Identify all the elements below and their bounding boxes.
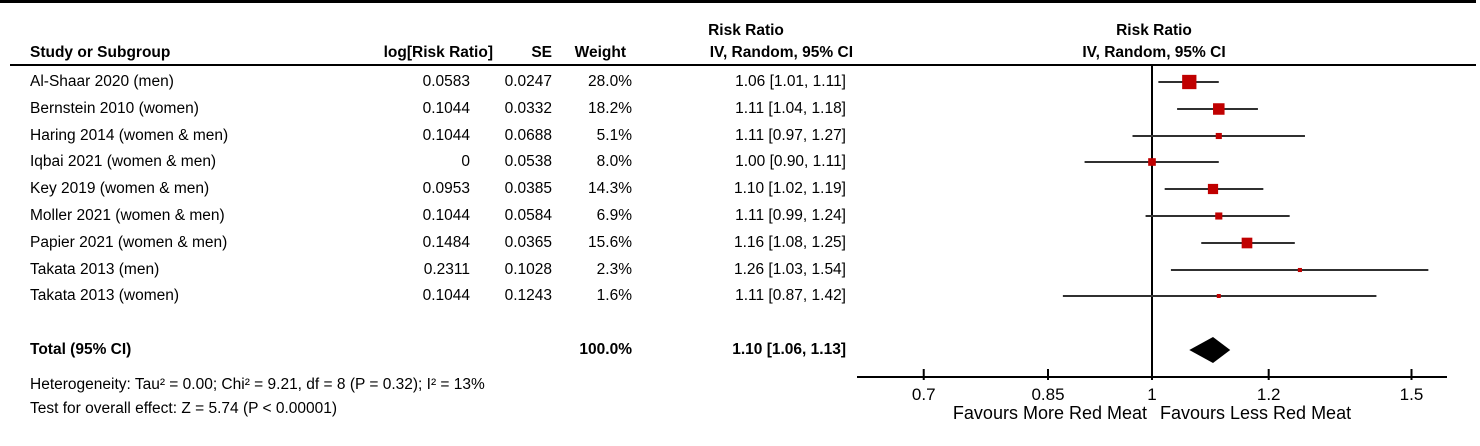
weight-value: 14.3% bbox=[588, 180, 632, 197]
study-name: Bernstein 2010 (women) bbox=[30, 100, 199, 117]
ci-column-subheader: IV, Random, 95% CI bbox=[709, 44, 853, 61]
effect-square bbox=[1215, 212, 1223, 220]
study-row: Moller 2021 (women & men) 0.1044 0.0584 6.9… bbox=[0, 207, 1480, 225]
weight-value: 28.0% bbox=[588, 73, 632, 90]
logrr-column-header: log[Risk Ratio] bbox=[383, 44, 493, 61]
x-axis-tick-label: 0.85 bbox=[1031, 385, 1064, 404]
ci-column-title: Risk Ratio bbox=[708, 22, 784, 39]
weight-value: 5.1% bbox=[596, 127, 632, 144]
effect-square bbox=[1148, 158, 1156, 166]
se-value: 0.0385 bbox=[504, 180, 552, 197]
ci-text: 1.16 [1.08, 1.25] bbox=[733, 234, 846, 251]
study-column-header: Study or Subgroup bbox=[30, 44, 171, 61]
effect-square bbox=[1207, 183, 1219, 195]
figure-top-border bbox=[0, 0, 1476, 3]
effect-square bbox=[1216, 294, 1221, 298]
log-rr-value: 0.1044 bbox=[422, 127, 470, 144]
se-value: 0.1243 bbox=[504, 287, 552, 304]
log-rr-value: 0.0953 bbox=[422, 180, 470, 197]
x-axis-tick-label: 1 bbox=[1147, 385, 1156, 404]
favours-right-label: Favours Less Red Meat bbox=[1160, 403, 1352, 423]
study-row: Takata 2013 (men) 0.2311 0.1028 2.3% 1.26 [1… bbox=[0, 261, 1480, 279]
heterogeneity-note: Heterogeneity: Tau² = 0.00; Chi² = 9.21,… bbox=[30, 376, 485, 393]
ci-text: 1.11 [0.99, 1.24] bbox=[735, 207, 846, 224]
log-rr-value: 0.2311 bbox=[423, 261, 470, 278]
header-row-2: Study or Subgroup log[Risk Ratio] SE Wei… bbox=[0, 44, 1480, 62]
study-name: Moller 2021 (women & men) bbox=[30, 207, 225, 224]
total-ci-text: 1.10 [1.06, 1.13] bbox=[732, 341, 846, 358]
log-rr-value: 0.1044 bbox=[422, 207, 470, 224]
ci-text: 1.00 [0.90, 1.11] bbox=[735, 153, 846, 170]
x-axis-tick-label: 1.5 bbox=[1400, 385, 1424, 404]
weight-value: 1.6% bbox=[596, 287, 632, 304]
study-name: Key 2019 (women & men) bbox=[30, 180, 210, 197]
se-column-header: SE bbox=[531, 44, 552, 61]
study-name: Haring 2014 (women & men) bbox=[30, 127, 229, 144]
x-axis-tick-label: 1.2 bbox=[1257, 385, 1281, 404]
header-rule bbox=[10, 64, 1476, 66]
plot-column-subheader: IV, Random, 95% CI bbox=[1082, 44, 1226, 61]
study-row: Takata 2013 (women) 0.1044 0.1243 1.6% 1.11 … bbox=[0, 287, 1480, 305]
se-value: 0.1028 bbox=[504, 261, 552, 278]
total-diamond bbox=[1189, 337, 1231, 363]
weight-value: 15.6% bbox=[588, 234, 632, 251]
effect-square bbox=[1241, 237, 1253, 249]
ci-text: 1.11 [1.04, 1.18] bbox=[735, 100, 846, 117]
weight-value: 18.2% bbox=[588, 100, 632, 117]
log-rr-value: 0.1044 bbox=[422, 100, 470, 117]
log-rr-value: 0 bbox=[461, 153, 470, 170]
weight-value: 8.0% bbox=[596, 153, 632, 170]
se-value: 0.0332 bbox=[504, 100, 552, 117]
overall-effect-note: Test for overall effect: Z = 5.74 (P < 0… bbox=[30, 400, 338, 417]
se-value: 0.0365 bbox=[504, 234, 552, 251]
ci-text: 1.26 [1.03, 1.54] bbox=[733, 261, 846, 278]
se-value: 0.0688 bbox=[504, 127, 552, 144]
ci-text: 1.11 [0.87, 1.42] bbox=[735, 287, 846, 304]
ci-text: 1.06 [1.01, 1.11] bbox=[735, 73, 846, 90]
plot-column-title: Risk Ratio bbox=[1116, 22, 1192, 39]
total-row: Total (95% CI) 100.0% 1.10 [1.06, 1.13] bbox=[0, 341, 1480, 359]
total-weight: 100.0% bbox=[579, 341, 632, 358]
log-rr-value: 0.1484 bbox=[422, 234, 470, 251]
study-row: Key 2019 (women & men) 0.0953 0.0385 14.3% 1… bbox=[0, 180, 1480, 198]
favours-left-label: Favours More Red Meat bbox=[952, 403, 1147, 423]
se-value: 0.0584 bbox=[504, 207, 552, 224]
total-label: Total (95% CI) bbox=[30, 341, 132, 358]
ci-text: 1.10 [1.02, 1.19] bbox=[733, 180, 846, 197]
se-value: 0.0247 bbox=[504, 73, 552, 90]
study-name: Iqbai 2021 (women & men) bbox=[30, 153, 217, 170]
study-row: Bernstein 2010 (women) 0.1044 0.0332 18.2% 1… bbox=[0, 100, 1480, 118]
weight-value: 6.9% bbox=[596, 207, 632, 224]
ci-text: 1.11 [0.97, 1.27] bbox=[735, 127, 846, 144]
study-name: Takata 2013 (men) bbox=[30, 261, 160, 278]
study-name: Al-Shaar 2020 (men) bbox=[30, 73, 174, 90]
log-rr-value: 0.0583 bbox=[422, 73, 470, 90]
study-name: Takata 2013 (women) bbox=[30, 287, 180, 304]
study-row: Iqbai 2021 (women & men) 0 0.0538 8.0% 1.00 … bbox=[0, 153, 1480, 171]
study-name: Papier 2021 (women & men) bbox=[30, 234, 228, 251]
weight-column-header: Weight bbox=[574, 44, 626, 61]
weight-value: 2.3% bbox=[596, 261, 632, 278]
effect-square bbox=[1297, 267, 1302, 273]
log-rr-value: 0.1044 bbox=[422, 287, 470, 304]
header-row-1: Risk Ratio Risk Ratio bbox=[0, 22, 1480, 40]
se-value: 0.0538 bbox=[504, 153, 552, 170]
effect-square bbox=[1213, 103, 1225, 115]
study-row: Al-Shaar 2020 (men) 0.0583 0.0247 28.0% 1.06… bbox=[0, 73, 1480, 91]
effect-square bbox=[1215, 132, 1222, 140]
effect-square bbox=[1182, 74, 1197, 90]
study-row: Haring 2014 (women & men) 0.1044 0.0688 5.1… bbox=[0, 127, 1480, 145]
study-row: Papier 2021 (women & men) 0.1484 0.0365 15.… bbox=[0, 234, 1480, 252]
x-axis-tick-label: 0.7 bbox=[912, 385, 936, 404]
